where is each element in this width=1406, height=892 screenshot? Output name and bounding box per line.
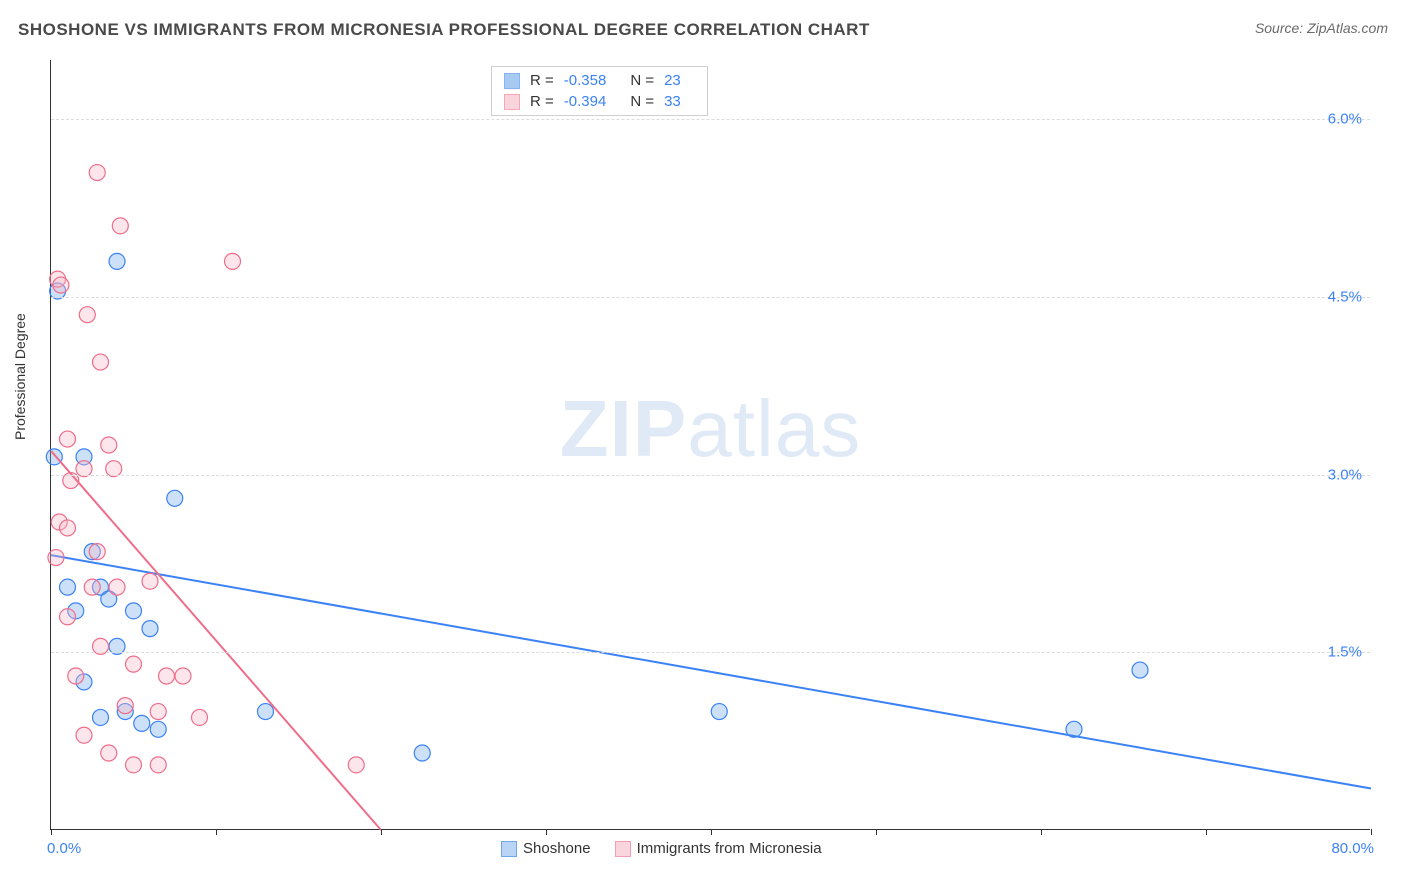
- data-point: [117, 698, 133, 714]
- data-point: [84, 579, 100, 595]
- n-label: N =: [630, 72, 654, 89]
- r-label: R =: [530, 72, 554, 89]
- data-point: [109, 579, 125, 595]
- x-tick: [51, 829, 52, 835]
- data-point: [134, 715, 150, 731]
- gridline-h: [51, 119, 1370, 120]
- data-point: [348, 757, 364, 773]
- r-value: -0.358: [564, 72, 607, 89]
- legend-label: Immigrants from Micronesia: [637, 840, 822, 857]
- x-tick: [216, 829, 217, 835]
- trend-line: [51, 555, 1371, 788]
- y-tick-label: 1.5%: [1328, 644, 1362, 661]
- legend-swatch: [615, 841, 631, 857]
- n-label: N =: [630, 93, 654, 110]
- data-point: [93, 709, 109, 725]
- data-point: [126, 603, 142, 619]
- y-tick-label: 3.0%: [1328, 466, 1362, 483]
- data-point: [150, 757, 166, 773]
- n-value: 33: [664, 93, 681, 110]
- legend-stat-row: R = -0.394 N = 33: [504, 93, 695, 110]
- x-min-label: 0.0%: [47, 840, 81, 857]
- x-tick: [876, 829, 877, 835]
- y-tick-label: 6.0%: [1328, 111, 1362, 128]
- x-max-label: 80.0%: [1331, 840, 1374, 857]
- y-axis-label: Professional Degree: [12, 313, 28, 440]
- data-point: [167, 490, 183, 506]
- correlation-legend: R = -0.358 N = 23 R = -0.394 N = 33: [491, 66, 708, 116]
- data-point: [60, 520, 76, 536]
- data-point: [60, 431, 76, 447]
- data-point: [101, 437, 117, 453]
- data-point: [126, 656, 142, 672]
- data-point: [175, 668, 191, 684]
- legend-stat-row: R = -0.358 N = 23: [504, 72, 695, 89]
- chart-title: SHOSHONE VS IMMIGRANTS FROM MICRONESIA P…: [18, 20, 1388, 40]
- data-point: [142, 621, 158, 637]
- scatter-svg: [51, 60, 1370, 829]
- legend-swatch: [504, 73, 520, 89]
- data-point: [112, 218, 128, 234]
- y-tick-label: 4.5%: [1328, 288, 1362, 305]
- header: SHOSHONE VS IMMIGRANTS FROM MICRONESIA P…: [18, 20, 1388, 44]
- data-point: [101, 745, 117, 761]
- source-label: Source: ZipAtlas.com: [1255, 20, 1388, 36]
- data-point: [68, 668, 84, 684]
- legend-label: Shoshone: [523, 840, 591, 857]
- gridline-h: [51, 475, 1370, 476]
- gridline-h: [51, 297, 1370, 298]
- data-point: [414, 745, 430, 761]
- legend-item: Shoshone: [501, 840, 591, 857]
- series-legend: Shoshone Immigrants from Micronesia: [501, 840, 822, 857]
- r-value: -0.394: [564, 93, 607, 110]
- data-point: [142, 573, 158, 589]
- x-tick: [1371, 829, 1372, 835]
- data-point: [93, 354, 109, 370]
- data-point: [711, 704, 727, 720]
- data-point: [1132, 662, 1148, 678]
- data-point: [60, 609, 76, 625]
- data-point: [109, 253, 125, 269]
- chart-plot-area: ZIPatlas R =-0.358N =23R =-0.394N =33 Sh…: [50, 60, 1370, 830]
- data-point: [89, 165, 105, 181]
- legend-item: Immigrants from Micronesia: [615, 840, 822, 857]
- data-point: [159, 668, 175, 684]
- legend-swatch: [501, 841, 517, 857]
- data-point: [126, 757, 142, 773]
- data-point: [89, 544, 105, 560]
- gridline-h: [51, 652, 1370, 653]
- r-label: R =: [530, 93, 554, 110]
- data-point: [192, 709, 208, 725]
- data-point: [76, 727, 92, 743]
- data-point: [258, 704, 274, 720]
- data-point: [79, 307, 95, 323]
- x-tick: [1206, 829, 1207, 835]
- x-tick: [381, 829, 382, 835]
- x-tick: [711, 829, 712, 835]
- x-tick: [1041, 829, 1042, 835]
- x-tick: [546, 829, 547, 835]
- data-point: [60, 579, 76, 595]
- data-point: [150, 721, 166, 737]
- data-point: [48, 550, 64, 566]
- data-point: [225, 253, 241, 269]
- legend-swatch: [504, 94, 520, 110]
- n-value: 23: [664, 72, 681, 89]
- data-point: [53, 277, 69, 293]
- data-point: [150, 704, 166, 720]
